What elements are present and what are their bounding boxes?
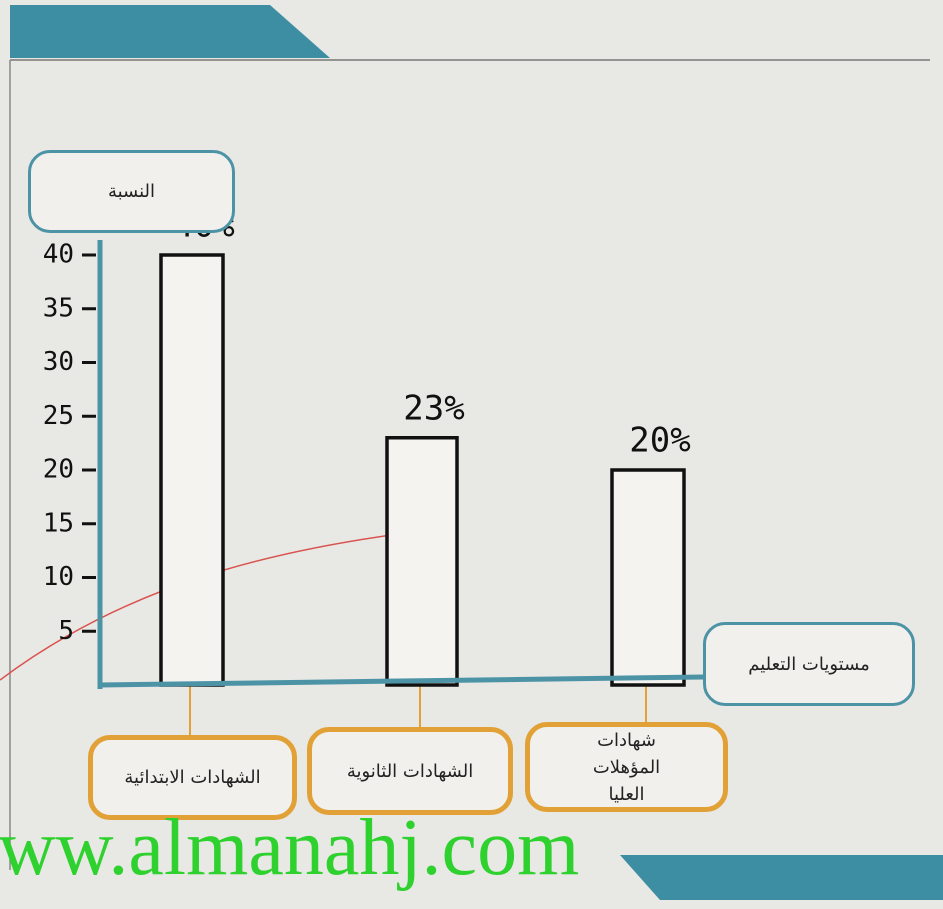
y-tick-label: 15 bbox=[43, 508, 74, 538]
y-tick-label: 30 bbox=[43, 347, 74, 377]
y-tick-label: 25 bbox=[43, 401, 74, 431]
y-tick-label: 40 bbox=[43, 240, 74, 270]
category-label: الشهادات الثانوية bbox=[307, 727, 513, 815]
y-axis-label: النسبة bbox=[28, 150, 235, 233]
bar bbox=[159, 253, 225, 687]
bar bbox=[610, 468, 686, 687]
y-tick-label: 20 bbox=[43, 455, 74, 485]
y-tick-label: 5 bbox=[58, 616, 74, 646]
decoration bbox=[10, 5, 330, 58]
x-axis bbox=[99, 674, 705, 688]
value-label: 20% bbox=[629, 421, 690, 461]
category-label: شهادات المؤهلات العليا bbox=[525, 722, 728, 812]
x-axis-label: مستويات التعليم bbox=[703, 622, 915, 706]
decoration bbox=[620, 855, 943, 900]
y-tick-label: 35 bbox=[43, 293, 74, 323]
y-tick-label: 10 bbox=[43, 562, 74, 592]
category-label: الشهادات الابتدائية bbox=[88, 735, 297, 820]
watermark: ww.almanahj.com bbox=[0, 804, 580, 892]
value-label: 23% bbox=[403, 388, 464, 428]
bar bbox=[385, 436, 459, 687]
